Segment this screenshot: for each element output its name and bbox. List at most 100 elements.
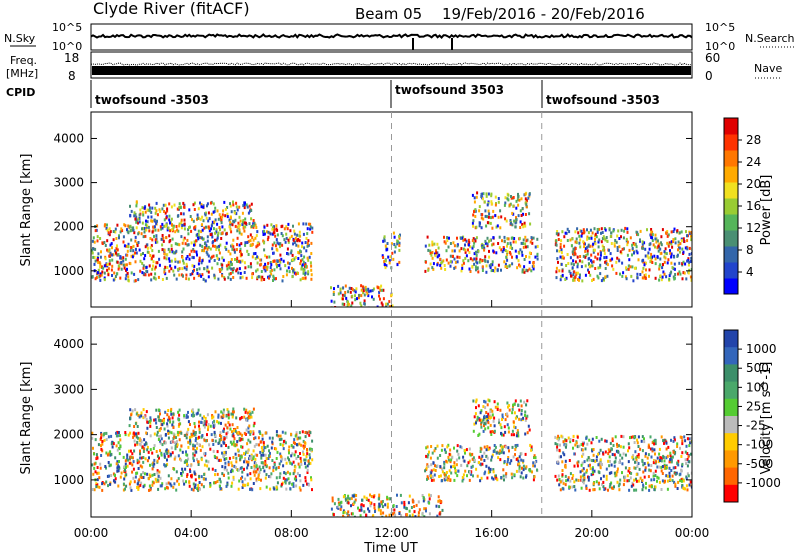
range-cell	[125, 484, 128, 488]
range-cell	[167, 418, 169, 422]
range-cell	[510, 459, 513, 463]
range-cell	[155, 480, 158, 484]
range-cell	[156, 471, 159, 475]
range-cell	[139, 452, 141, 456]
range-cell	[263, 248, 266, 252]
range-cell	[674, 237, 677, 241]
range-cell	[586, 252, 589, 256]
range-cell	[181, 241, 184, 245]
range-cell	[226, 430, 229, 434]
range-cell	[135, 215, 138, 219]
range-cell	[180, 235, 183, 239]
range-cell	[239, 260, 242, 264]
range-cell	[140, 440, 143, 444]
range-cell	[499, 209, 502, 213]
range-cell	[610, 463, 613, 467]
range-cell	[174, 455, 177, 459]
range-cell	[144, 254, 147, 257]
range-cell	[520, 241, 523, 245]
range-cell	[624, 466, 627, 470]
range-cell	[259, 487, 262, 491]
range-cell	[171, 423, 174, 427]
range-cell	[270, 268, 273, 272]
range-cell	[205, 420, 208, 424]
range-cell	[567, 262, 570, 265]
range-cell	[417, 511, 420, 515]
range-cell	[99, 278, 102, 282]
range-cell	[456, 244, 459, 248]
range-cell	[212, 227, 215, 231]
range-cell	[430, 474, 432, 478]
range-cell	[517, 214, 520, 218]
range-cell	[487, 398, 490, 402]
range-cell	[109, 230, 112, 234]
nsearch-label: N.Search	[745, 32, 795, 45]
range-cell	[446, 460, 449, 464]
range-cell	[163, 256, 166, 260]
range-cell	[255, 479, 258, 483]
range-cell	[680, 455, 683, 458]
range-cell	[199, 413, 202, 417]
range-cell	[689, 480, 692, 484]
range-cell	[532, 236, 535, 240]
range-cell	[239, 438, 242, 442]
range-cell	[378, 504, 381, 508]
range-cell	[187, 427, 190, 431]
range-cell	[664, 438, 667, 442]
range-cell	[562, 481, 565, 485]
range-cell	[612, 444, 615, 447]
range-cell	[347, 494, 350, 498]
range-cell	[445, 476, 448, 480]
range-cell	[441, 467, 444, 471]
range-cell	[245, 450, 248, 454]
range-cell	[472, 224, 475, 228]
range-cell	[108, 259, 111, 263]
range-cell	[161, 482, 164, 486]
range-cell	[476, 267, 479, 270]
range-cell	[671, 455, 674, 459]
range-cell	[679, 446, 681, 450]
range-cell	[259, 258, 262, 262]
range-cell	[440, 266, 443, 270]
range-cell	[266, 444, 269, 448]
range-cell	[258, 242, 261, 246]
range-cell	[610, 471, 613, 475]
range-cell	[559, 488, 562, 492]
range-cell	[282, 275, 285, 278]
range-cell	[449, 479, 452, 482]
range-cell	[572, 474, 575, 477]
range-cell	[238, 437, 241, 440]
range-cell	[471, 246, 474, 250]
range-cell	[641, 270, 644, 274]
cpid-label: CPID	[6, 86, 35, 99]
range-cell	[641, 276, 644, 280]
range-cell	[476, 191, 479, 195]
range-cell	[581, 454, 584, 458]
range-cell	[94, 438, 97, 442]
range-cell	[146, 246, 149, 250]
range-cell	[254, 453, 257, 457]
range-cell	[499, 423, 502, 427]
range-cell	[297, 257, 300, 260]
range-cell	[669, 249, 671, 253]
range-cell	[124, 431, 127, 434]
range-cell	[609, 258, 612, 262]
range-cell	[252, 238, 255, 242]
range-cell	[106, 263, 109, 266]
velocity-xticks: 00:00 04:00 08:00 12:00 16:00 20:00 00:00	[74, 300, 709, 540]
range-cell	[282, 442, 285, 446]
range-cell	[154, 211, 157, 215]
range-cell	[686, 247, 689, 251]
range-cell	[659, 263, 662, 267]
range-cell	[206, 247, 209, 251]
range-cell	[434, 252, 436, 256]
range-cell	[198, 236, 201, 239]
range-cell	[149, 448, 152, 452]
range-cell	[134, 260, 137, 264]
range-cell	[494, 195, 497, 199]
range-cell	[263, 229, 266, 233]
range-cell	[621, 462, 624, 466]
range-cell	[100, 447, 103, 451]
range-cell	[436, 242, 439, 246]
range-cell	[673, 276, 676, 280]
